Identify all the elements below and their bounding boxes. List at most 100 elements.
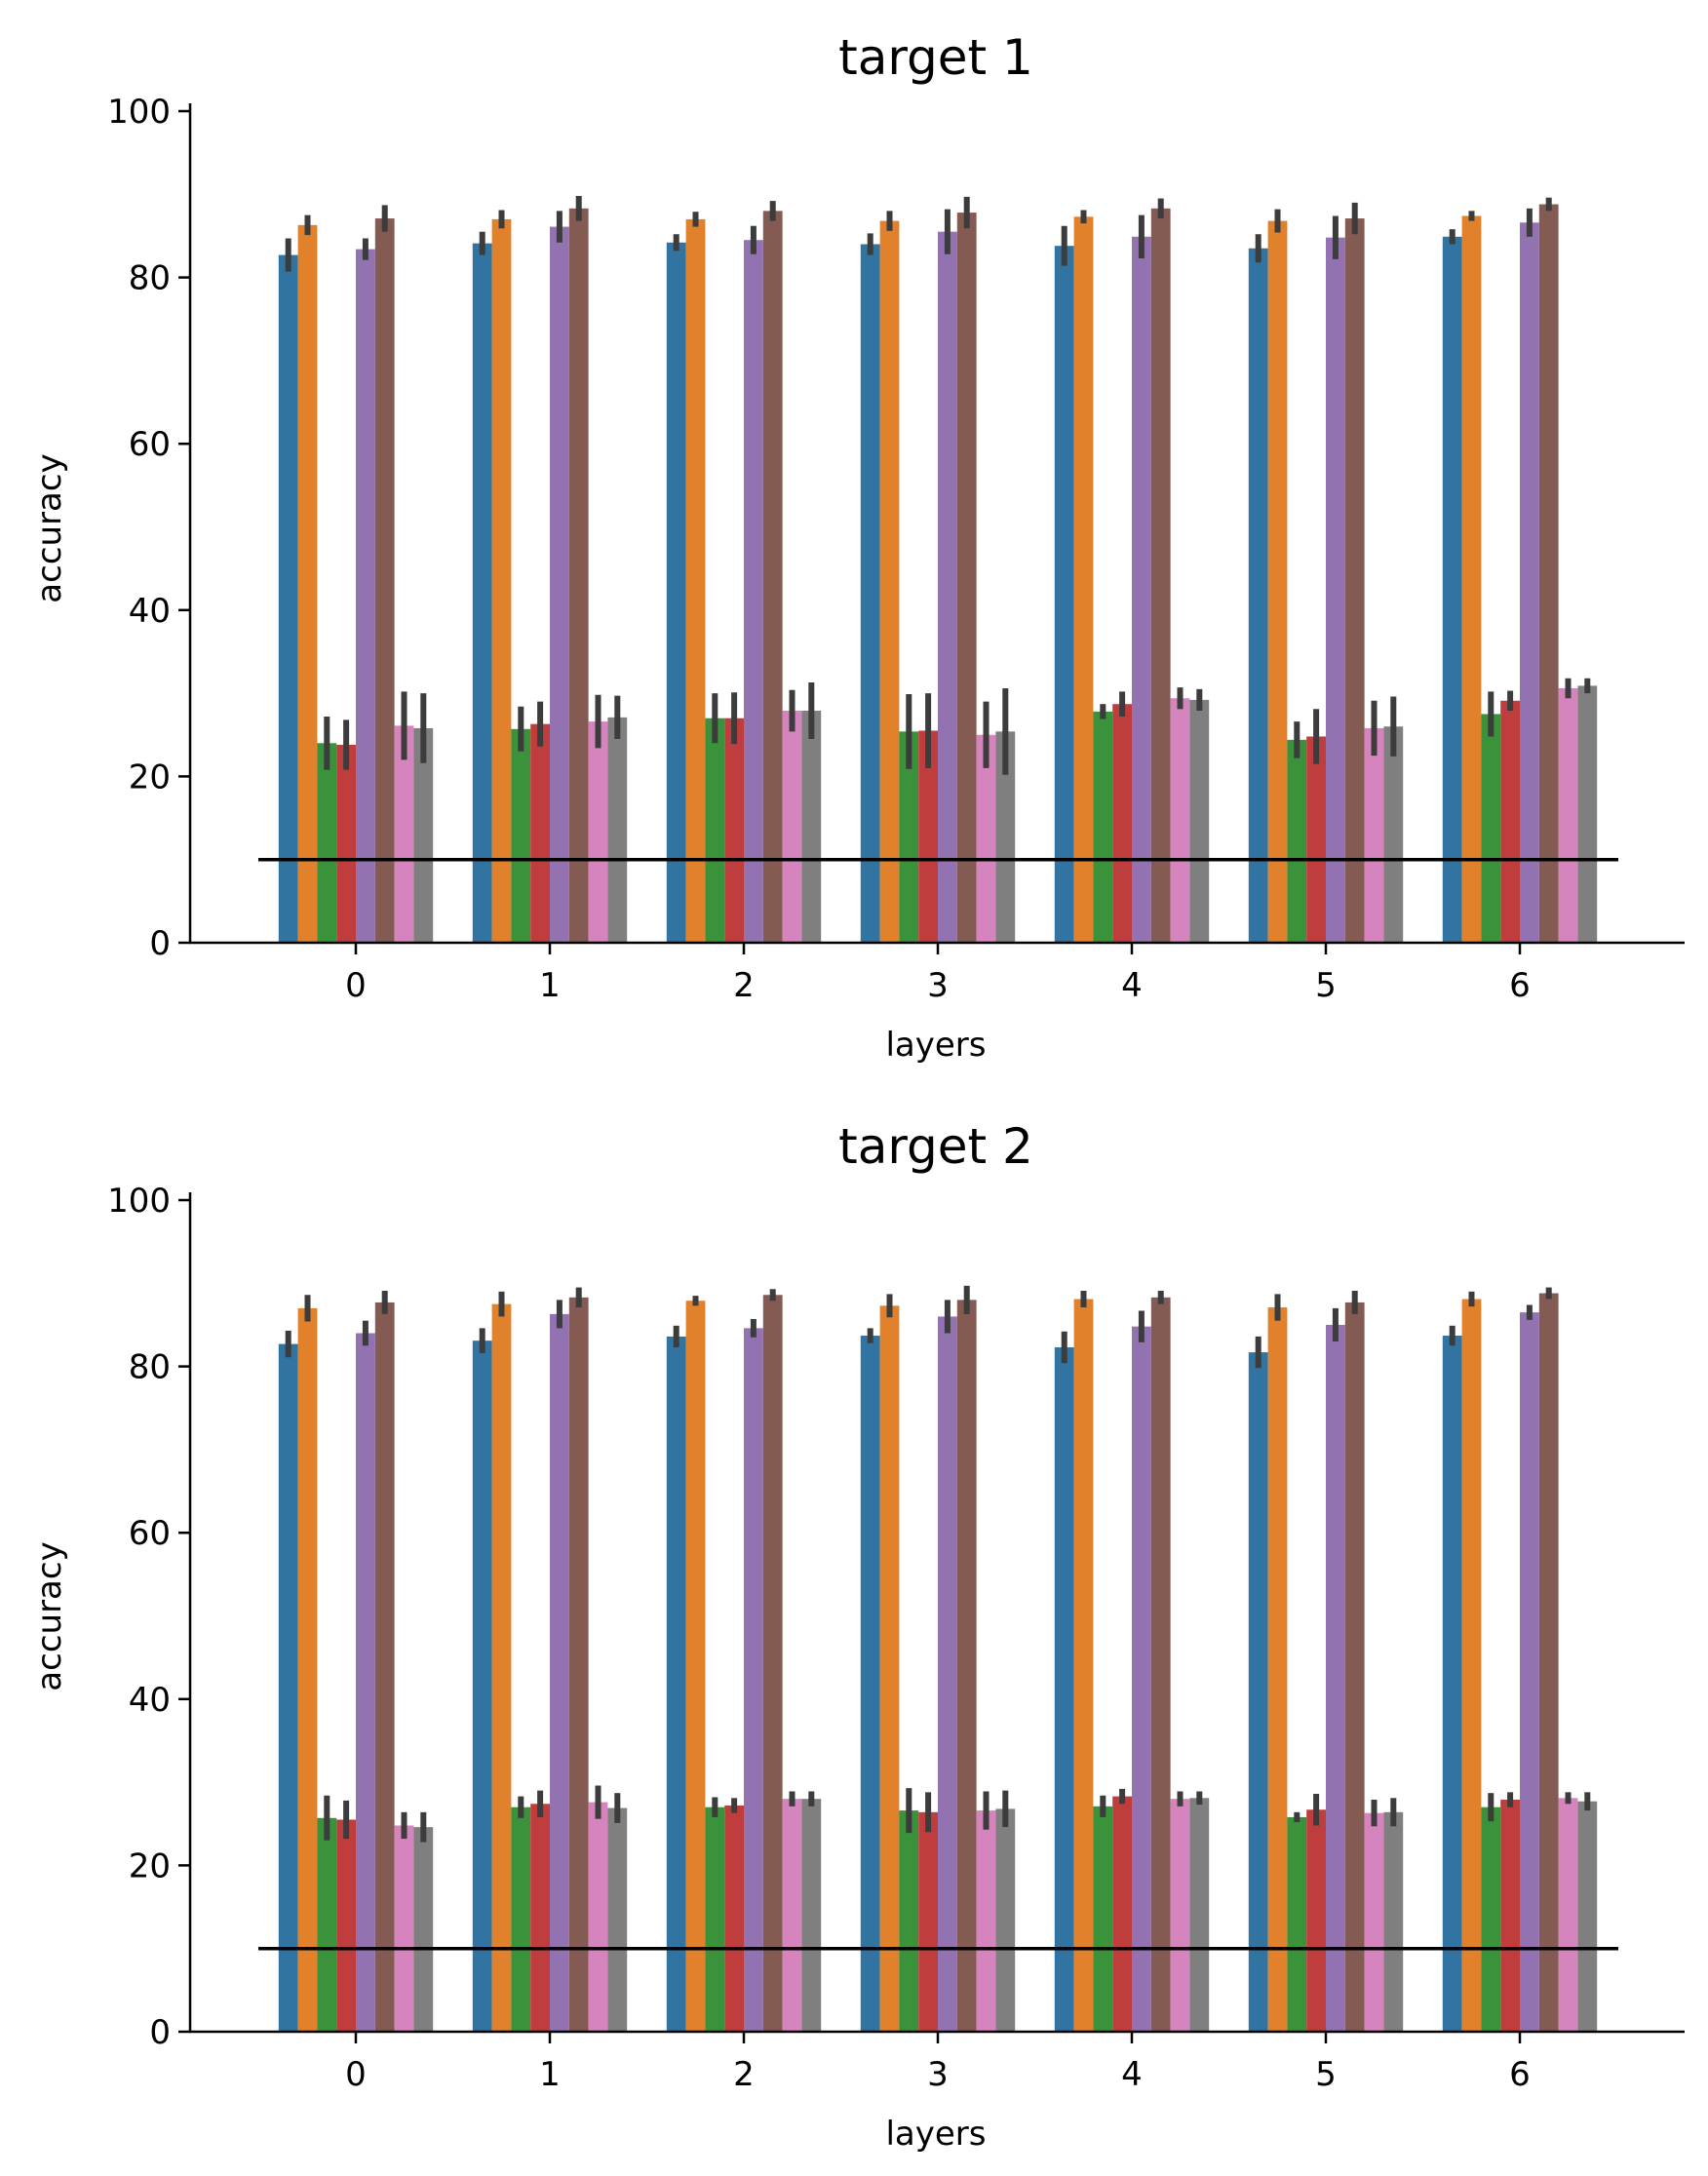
y-tick-label: 20 <box>129 758 171 797</box>
bar-series-4-layer-1 <box>530 723 550 943</box>
bar-series-8-layer-2 <box>801 711 822 943</box>
chart-title: target 2 <box>838 1118 1033 1175</box>
y-tick-label: 0 <box>149 924 171 963</box>
x-tick-label: 1 <box>539 966 561 1005</box>
bar-series-8-layer-2 <box>801 1799 822 2032</box>
bar-series-6-layer-0 <box>374 1302 395 2032</box>
bar-series-6-layer-5 <box>1344 218 1365 944</box>
chart-panel-target-2: target 2 layers accuracy 0 20 40 60 80 100 0 1 2… <box>30 1118 1685 2154</box>
bar-series-3-layer-6 <box>1481 1807 1501 2032</box>
bar-series-2-layer-5 <box>1267 220 1288 944</box>
x-tick-label: 3 <box>927 2055 949 2094</box>
y-tick-label: 20 <box>129 1846 171 1885</box>
bar-series-4-layer-5 <box>1306 736 1326 943</box>
bar-series-1-layer-4 <box>1054 246 1074 943</box>
y-tick-label: 100 <box>107 93 171 132</box>
bar-series-8-layer-0 <box>413 1827 434 2032</box>
bar-series-7-layer-0 <box>394 725 414 943</box>
bar-series-5-layer-0 <box>356 249 375 944</box>
bar-series-8-layer-3 <box>995 731 1016 943</box>
bar-series-4-layer-6 <box>1500 700 1520 943</box>
bar-series-4-layer-0 <box>336 744 356 943</box>
bar-series-1-layer-0 <box>278 254 298 943</box>
bar-series-2-layer-4 <box>1073 216 1094 943</box>
chart-panel-target-1: target 1 layers accuracy 0 20 40 60 80 100 0 1 2… <box>30 29 1685 1065</box>
bar-series-3-layer-5 <box>1287 1816 1307 2032</box>
bar-series-7-layer-4 <box>1170 1799 1190 2032</box>
bar-series-8-layer-6 <box>1577 685 1598 943</box>
bar-series-1-layer-6 <box>1442 1336 1462 2032</box>
x-tick-label: 2 <box>733 966 755 1005</box>
bar-series-4-layer-2 <box>724 718 744 943</box>
bar-series-3-layer-0 <box>317 743 337 943</box>
bar-series-6-layer-1 <box>568 208 589 944</box>
bar-series-8-layer-5 <box>1383 1811 1404 2032</box>
bar-series-3-layer-6 <box>1481 714 1501 943</box>
bar-series-2-layer-2 <box>685 1301 706 2032</box>
y-tick-label: 0 <box>149 2013 171 2052</box>
bar-series-4-layer-6 <box>1500 1800 1520 2032</box>
bar-series-2-layer-4 <box>1073 1299 1094 2032</box>
bar-series-8-layer-1 <box>607 717 628 943</box>
bar-series-3-layer-4 <box>1093 711 1113 943</box>
x-tick-label: 6 <box>1509 966 1531 1005</box>
x-tick-label: 2 <box>733 2055 755 2094</box>
bar-series-7-layer-3 <box>976 734 996 943</box>
bar-series-7-layer-2 <box>782 1799 802 2032</box>
x-tick-label: 3 <box>927 966 949 1005</box>
bar-series-5-layer-5 <box>1326 1324 1345 2032</box>
bar-series-7-layer-0 <box>394 1825 414 2032</box>
bar-series-3-layer-2 <box>705 1807 725 2032</box>
bar-series-5-layer-2 <box>744 240 763 944</box>
bar-series-3-layer-5 <box>1287 739 1307 943</box>
bar-series-1-layer-5 <box>1248 1352 1268 2032</box>
bar-series-2-layer-1 <box>491 1303 512 2033</box>
y-tick-label: 80 <box>129 1348 171 1387</box>
bar-series-3-layer-3 <box>899 731 919 943</box>
y-tick-label: 40 <box>129 1681 171 1720</box>
bar-series-5-layer-3 <box>938 231 957 943</box>
bar-series-7-layer-2 <box>782 711 802 943</box>
bar-series-5-layer-6 <box>1520 1312 1539 2032</box>
bar-series-4-layer-2 <box>724 1805 744 2032</box>
y-tick-label: 60 <box>129 1514 171 1553</box>
bar-series-8-layer-4 <box>1189 1798 1210 2032</box>
bar-series-4-layer-3 <box>918 730 938 943</box>
bar-series-2-layer-5 <box>1267 1307 1288 2032</box>
plot-area: 0 20 40 60 80 100 0 1 2 3 4 5 6 <box>107 93 1685 1005</box>
bar-series-4-layer-5 <box>1306 1809 1326 2032</box>
bar-series-7-layer-4 <box>1170 698 1190 943</box>
x-tick-label: 0 <box>345 966 367 1005</box>
bar-series-7-layer-3 <box>976 1810 996 2032</box>
bar-series-6-layer-4 <box>1150 208 1171 944</box>
bar-series-7-layer-1 <box>588 1802 608 2032</box>
bar-series-2-layer-3 <box>879 220 900 944</box>
x-tick-label: 4 <box>1121 2055 1143 2094</box>
x-tick-label: 5 <box>1315 2055 1337 2094</box>
bar-series-7-layer-6 <box>1558 1798 1578 2032</box>
bar-series-3-layer-3 <box>899 1810 919 2032</box>
bar-series-8-layer-0 <box>413 727 434 943</box>
bar-series-1-layer-0 <box>278 1343 298 2032</box>
bar-series-4-layer-1 <box>530 1804 550 2032</box>
x-tick-label: 6 <box>1509 2055 1531 2094</box>
bar-series-6-layer-2 <box>762 211 783 944</box>
bar-series-5-layer-5 <box>1326 237 1345 943</box>
bar-series-4-layer-4 <box>1112 1796 1132 2032</box>
bar-series-7-layer-6 <box>1558 687 1578 943</box>
bar-series-2-layer-6 <box>1461 215 1482 944</box>
x-tick-label: 0 <box>345 2055 367 2094</box>
bar-series-1-layer-3 <box>860 1336 880 2032</box>
bar-series-8-layer-3 <box>995 1808 1016 2032</box>
bar-series-1-layer-1 <box>472 1341 492 2032</box>
bar-series-4-layer-0 <box>336 1819 356 2032</box>
bar-series-5-layer-2 <box>744 1328 763 2032</box>
bar-series-5-layer-1 <box>550 1313 569 2032</box>
bar-series-3-layer-2 <box>705 718 725 943</box>
bar-series-6-layer-6 <box>1538 1293 1559 2032</box>
bar-series-7-layer-5 <box>1364 727 1384 943</box>
y-axis-label: accuracy <box>30 1541 69 1690</box>
y-axis-label: accuracy <box>30 453 69 602</box>
bar-series-5-layer-1 <box>550 226 569 943</box>
bar-series-8-layer-5 <box>1383 726 1404 943</box>
